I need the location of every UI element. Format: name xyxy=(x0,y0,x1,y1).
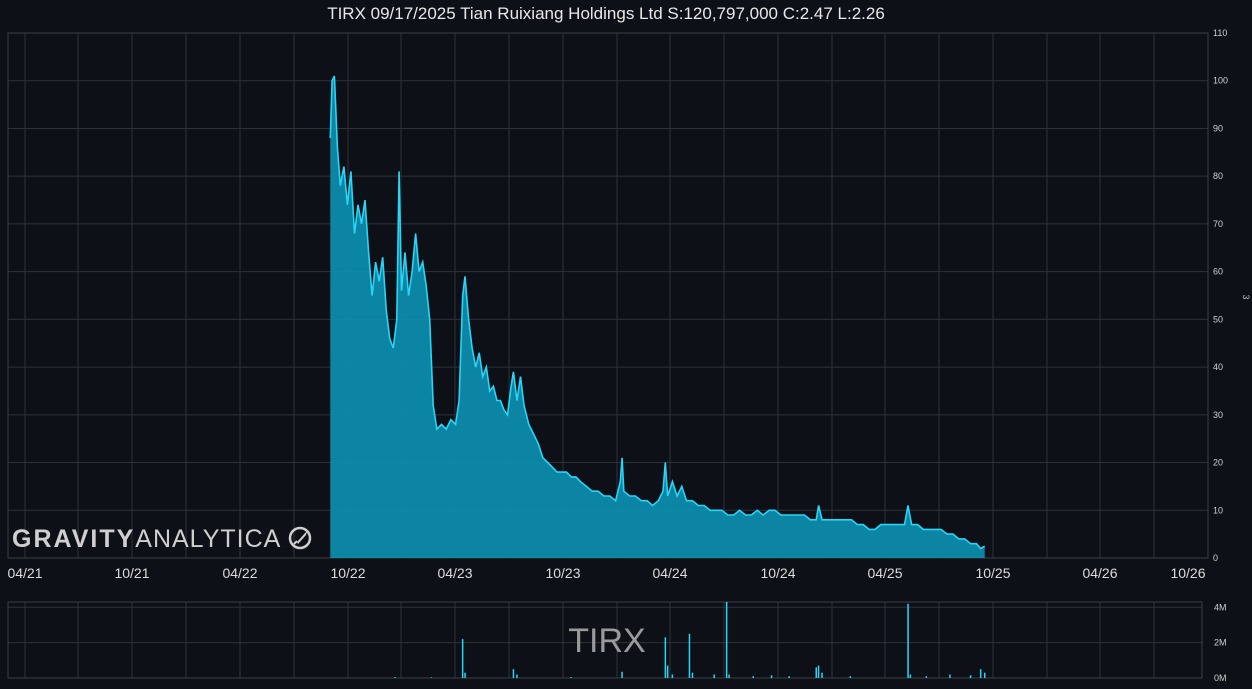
volume-bar xyxy=(984,672,986,678)
y-tick-label: 30 xyxy=(1213,410,1223,420)
volume-bar xyxy=(788,676,790,678)
volume-bar xyxy=(725,602,728,678)
x-tick-label: 10/22 xyxy=(330,565,365,581)
rocket-icon xyxy=(288,526,312,550)
logo-word-gravity: GRAVITY xyxy=(12,525,135,553)
x-tick-label: 10/25 xyxy=(975,565,1010,581)
volume-bar xyxy=(821,672,823,678)
volume-bar xyxy=(671,674,674,678)
x-tick-label: 04/22 xyxy=(222,565,257,581)
volume-bar xyxy=(516,674,518,678)
y-tick-label: 20 xyxy=(1213,458,1223,468)
volume-bar xyxy=(621,671,623,678)
volume-bars xyxy=(394,602,986,678)
volume-bar xyxy=(949,674,951,678)
volume-bar xyxy=(925,676,928,678)
volume-bar xyxy=(728,674,730,678)
y-tick-label: 80 xyxy=(1213,171,1223,181)
price-series-line xyxy=(329,75,986,550)
svg-text:GRAVITYANALYTICA: GRAVITYANALYTICA xyxy=(12,525,281,553)
volume-bar xyxy=(461,639,464,678)
y-tick-label: 70 xyxy=(1213,219,1223,229)
volume-bar xyxy=(688,633,691,678)
volume-bar xyxy=(770,675,773,678)
chart-title: TIRX 09/17/2025 Tian Ruixiang Holdings L… xyxy=(327,4,885,23)
x-tick-label: 10/24 xyxy=(760,565,795,581)
x-tick-label: 04/21 xyxy=(7,565,42,581)
volume-bar xyxy=(691,672,694,678)
x-tick-label: 10/26 xyxy=(1170,565,1205,581)
volume-ticker-label: TIRX xyxy=(568,622,645,660)
volume-bar xyxy=(664,637,667,678)
volume-bar xyxy=(512,669,515,678)
volume-bar xyxy=(666,665,669,678)
x-tick-label: 04/23 xyxy=(437,565,472,581)
gravity-analytica-logo: GRAVITYANALYTICA xyxy=(12,525,312,553)
price-y-ticks: 0 10 20 30 40 50 60 70 80 90 100 110 xyxy=(1213,28,1228,563)
x-tick-label: 10/23 xyxy=(545,565,580,581)
volume-bar xyxy=(430,677,433,678)
volume-bar xyxy=(969,675,972,678)
x-tick-label: 04/25 xyxy=(867,565,902,581)
volume-tick-label: 2M xyxy=(1214,638,1227,648)
x-tick-label: 04/26 xyxy=(1082,565,1117,581)
volume-bar xyxy=(464,672,466,678)
x-tick-label: 04/24 xyxy=(652,565,687,581)
side-mark: 3 xyxy=(1241,294,1251,299)
y-tick-label: 60 xyxy=(1213,267,1223,277)
y-tick-label: 10 xyxy=(1213,505,1223,515)
logo-word-analytica: ANALYTICA xyxy=(135,525,281,553)
price-panel-frame xyxy=(7,32,1209,559)
price-grid xyxy=(8,32,1208,559)
y-tick-label: 90 xyxy=(1213,123,1223,133)
volume-bar xyxy=(752,676,754,678)
volume-tick-label: 4M xyxy=(1214,602,1227,612)
x-axis-ticks: 04/21 10/21 04/22 10/22 04/23 10/23 04/24 10/24… xyxy=(7,565,1205,581)
volume-y-ticks: 0M 2M 4M xyxy=(1214,602,1227,683)
volume-bar xyxy=(570,677,572,678)
y-tick-label: 40 xyxy=(1213,362,1223,372)
volume-bar xyxy=(849,676,852,678)
volume-bar xyxy=(815,667,817,678)
volume-bar xyxy=(979,669,982,678)
volume-bar xyxy=(817,665,820,678)
volume-bar xyxy=(907,603,909,678)
volume-bar xyxy=(713,674,715,678)
y-tick-label: 0 xyxy=(1213,553,1218,563)
volume-bar xyxy=(394,677,396,678)
price-area xyxy=(330,76,985,558)
y-tick-label: 100 xyxy=(1213,76,1228,86)
x-tick-label: 10/21 xyxy=(114,565,149,581)
volume-panel-frame xyxy=(7,601,1203,679)
y-tick-label: 110 xyxy=(1213,28,1227,38)
volume-bar xyxy=(909,674,912,678)
y-tick-label: 50 xyxy=(1213,314,1223,324)
volume-tick-label: 0M xyxy=(1214,673,1227,683)
